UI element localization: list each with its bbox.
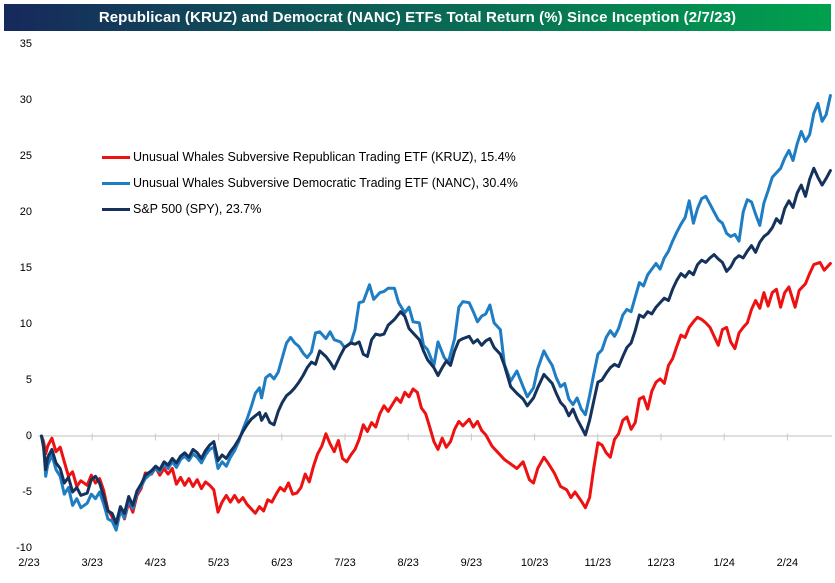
y-axis-label: 35 xyxy=(19,38,32,50)
x-axis-label: 3/23 xyxy=(81,557,103,569)
legend-label-kruz: Unusual Whales Subversive Republican Tra… xyxy=(133,150,516,164)
x-axis-label: 11/23 xyxy=(584,557,612,569)
legend-swatch-kruz xyxy=(102,155,130,159)
legend-label-nanc: Unusual Whales Subversive Democratic Tra… xyxy=(133,176,518,190)
legend-label-spy: S&P 500 (SPY), 23.7% xyxy=(133,202,262,216)
y-axis-label: 10 xyxy=(19,318,32,330)
y-axis-label: 30 xyxy=(19,94,32,106)
legend: Unusual Whales Subversive Republican Tra… xyxy=(102,144,518,222)
x-axis-label: 12/23 xyxy=(647,557,675,569)
y-axis-label: 25 xyxy=(19,150,32,162)
chart-title: Republican (KRUZ) and Democrat (NANC) ET… xyxy=(98,9,737,26)
series-line-spy xyxy=(40,166,832,525)
y-axis-label: 5 xyxy=(25,374,32,386)
y-axis-label: -5 xyxy=(22,486,32,498)
y-axis-label: 15 xyxy=(19,262,32,274)
legend-row-kruz: Unusual Whales Subversive Republican Tra… xyxy=(102,144,518,170)
y-axis-label: 0 xyxy=(25,430,32,442)
x-axis-label: 7/23 xyxy=(334,557,356,569)
legend-swatch-spy xyxy=(102,207,130,211)
x-axis-label: 1/24 xyxy=(713,557,735,569)
legend-row-nanc: Unusual Whales Subversive Democratic Tra… xyxy=(102,170,518,196)
x-axis-label: 4/23 xyxy=(144,557,167,569)
x-axis-label: 6/23 xyxy=(271,557,293,569)
x-axis-label: 5/23 xyxy=(207,557,230,569)
x-axis-label: 9/23 xyxy=(460,557,483,569)
title-bar: Republican (KRUZ) and Democrat (NANC) ET… xyxy=(4,4,831,31)
x-axis-label: 2/23 xyxy=(18,557,40,569)
x-axis-label: 8/23 xyxy=(397,557,419,569)
y-axis-label: 20 xyxy=(19,206,32,218)
legend-row-spy: S&P 500 (SPY), 23.7% xyxy=(102,196,518,222)
series-line-kruz xyxy=(40,260,832,530)
y-axis-label: -10 xyxy=(16,542,32,554)
x-axis-label: 2/24 xyxy=(776,557,799,569)
x-axis-label: 10/23 xyxy=(520,557,549,569)
legend-swatch-nanc xyxy=(102,181,130,185)
